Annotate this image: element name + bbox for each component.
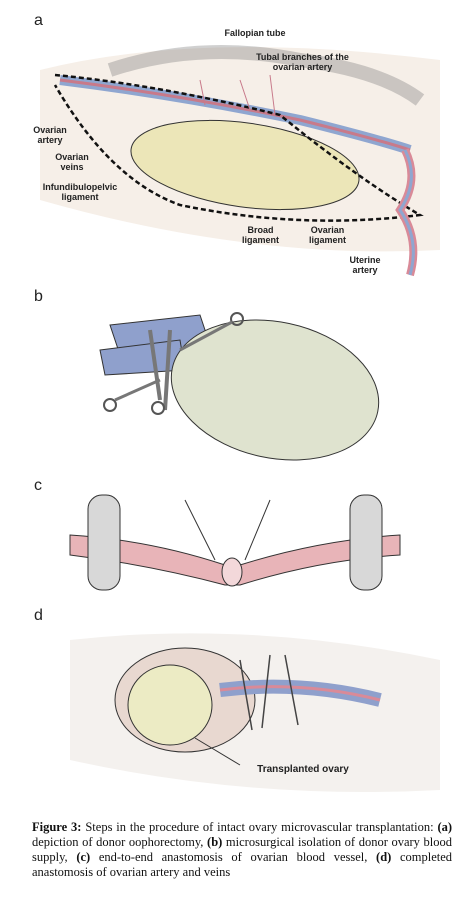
caption-item-text: microsurgical isolation of donor ovary b… (32, 835, 453, 864)
panel-b-illustration (99, 312, 380, 461)
caption-item-text: completed anastomosis of ovarian artery … (32, 850, 453, 879)
anatomy-label: Broad ligament (241, 225, 279, 245)
anatomy-label: Ovarian artery (33, 125, 67, 145)
anatomy-label: Infundibulopelvic ligament (42, 182, 118, 202)
caption-label: Figure 3: (32, 820, 82, 834)
panel-letter: c (34, 477, 42, 494)
panel-a-illustration (40, 45, 440, 277)
caption-item-letter: (d) (376, 850, 392, 864)
panel-letter: b (34, 288, 43, 305)
anatomy-label: Ovarian ligament (308, 225, 346, 245)
caption-item-letter: (a) (437, 820, 453, 834)
anatomy-label: Tubal branches of the ovarian artery (256, 52, 349, 72)
panel-d-illustration (70, 633, 440, 792)
anatomy-label: Ovarian veins (55, 152, 89, 172)
anatomy-label: Fallopian tube (224, 28, 286, 38)
caption-item-letter: (c) (76, 850, 91, 864)
panel-letter: a (34, 12, 43, 29)
panel-letter: d (34, 607, 43, 624)
anatomy-label: Uterine artery (349, 255, 381, 275)
caption-item-text: depiction of donor oophorectomy, (32, 835, 204, 849)
caption-item-letter: (b) (207, 835, 223, 849)
caption-item-text: end-to-end anastomosis of ovarian blood … (98, 850, 368, 864)
illustrations (40, 45, 440, 792)
anatomy-label: Transplanted ovary (257, 764, 349, 775)
caption-intro: Steps in the procedure of intact ovary m… (85, 820, 434, 834)
panel-c-illustration (69, 494, 401, 591)
figure-caption: Figure 3: Steps in the procedure of inta… (32, 820, 452, 880)
